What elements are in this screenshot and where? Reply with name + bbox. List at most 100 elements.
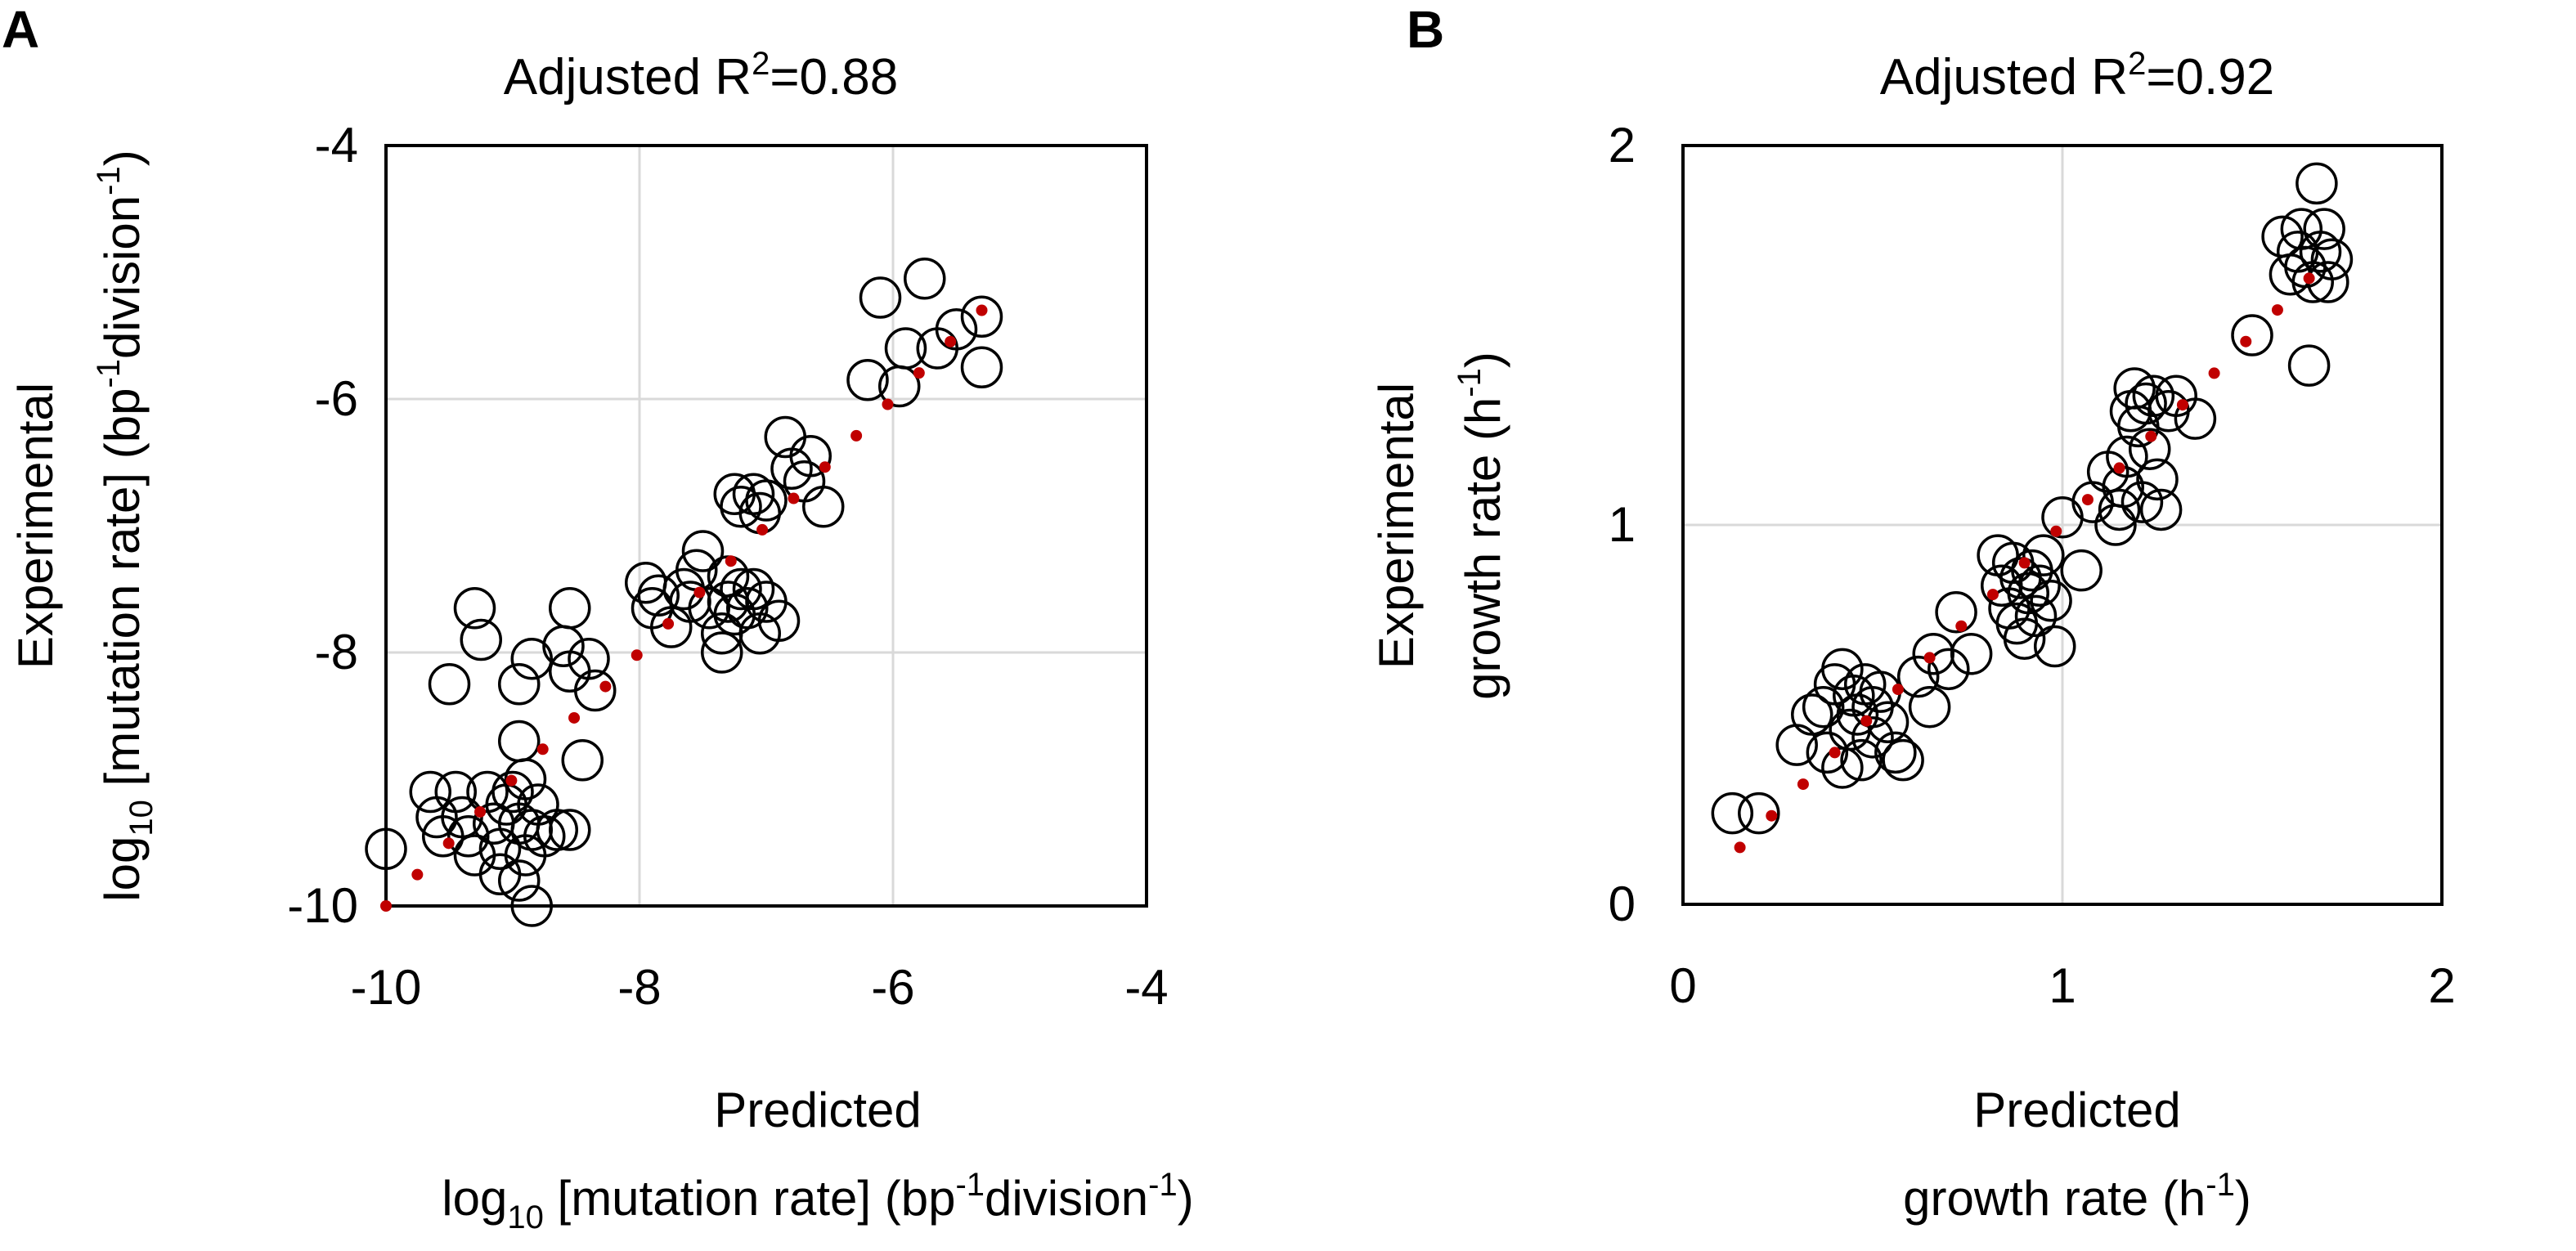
fit-dot-a-1 [411, 868, 424, 881]
fit-dot-a-5 [536, 743, 549, 756]
data-point-a-26 [510, 638, 553, 680]
data-point-b-56 [2139, 488, 2183, 531]
data-point-b-21 [1908, 685, 1951, 729]
fit-dot-a-18 [945, 335, 957, 348]
data-point-b-38 [2030, 580, 2072, 622]
fit-dot-a-0 [380, 900, 392, 912]
data-point-b-72 [2310, 238, 2354, 280]
fit-dot-a-10 [693, 586, 706, 599]
x-tick-b-0: 0 [1669, 958, 1696, 1013]
y-tick-a-1: -8 [315, 625, 358, 679]
data-point-b-5 [1806, 731, 1849, 774]
fit-dot-a-4 [505, 774, 518, 787]
x-axis-label-b-line1: Predicted [1973, 1083, 2180, 1137]
data-point-a-35 [428, 663, 471, 706]
x-axis-label-b-line2: growth rate (h-1) [1903, 1167, 2251, 1226]
data-point-b-19 [1882, 738, 1924, 782]
fit-dot-b-15 [2208, 367, 2220, 379]
data-point-b-12 [1840, 738, 1883, 782]
y-tick-b-0: 0 [1609, 877, 1636, 931]
data-point-a-54 [757, 599, 801, 642]
y-axis-label-a-line2: log10 [mutation rate] (bp-1division-1) [91, 150, 159, 901]
panel-label-b: B [1407, 0, 1444, 59]
fit-dot-b-0 [1734, 841, 1746, 854]
data-point-b-47 [2106, 435, 2148, 478]
y-axis-label-b-line2: growth rate (h-1) [1452, 352, 1510, 700]
plot-frame-b [1681, 144, 2444, 906]
fit-dot-b-13 [2145, 430, 2157, 442]
data-point-a-74 [960, 346, 1003, 388]
data-point-b-14 [1851, 716, 1894, 759]
data-point-b-37 [2022, 534, 2065, 576]
data-point-a-6 [447, 815, 490, 858]
fit-dot-a-8 [631, 649, 643, 661]
fit-dot-a-13 [788, 492, 800, 504]
gridlines-b [1683, 146, 2442, 904]
fit-dot-a-15 [850, 429, 863, 442]
fit-dot-b-18 [2303, 272, 2315, 285]
data-point-b-0 [1711, 791, 1754, 835]
data-point-b-1 [1738, 791, 1780, 835]
data-point-a-64 [789, 435, 832, 478]
data-point-a-30 [574, 669, 617, 712]
data-point-b-55 [2136, 458, 2179, 501]
data-point-b-68 [2296, 162, 2338, 205]
y-tick-b-2: 2 [1609, 118, 1636, 173]
data-points-b [1711, 162, 2354, 854]
fit-dot-b-4 [1860, 715, 1873, 727]
data-point-b-8 [1821, 648, 1864, 691]
data-point-a-67 [859, 276, 902, 319]
fit-dot-a-12 [756, 523, 769, 536]
fit-dot-b-3 [1829, 747, 1841, 759]
data-point-b-35 [2014, 594, 2058, 638]
data-point-b-45 [2098, 488, 2141, 531]
panel-b: B Adjusted R2=0.92 0 1 2 0 1 2 Predicted… [1369, 0, 2456, 1226]
fit-dot-b-5 [1892, 684, 1904, 696]
data-point-b-57 [2147, 390, 2190, 433]
fit-dot-b-17 [2271, 304, 2283, 316]
data-point-a-66 [846, 359, 889, 401]
data-point-b-66 [2287, 344, 2331, 387]
fit-dot-a-3 [474, 805, 487, 818]
x-axis-label-a-line1: Predicted [714, 1083, 921, 1137]
fit-dot-a-14 [819, 461, 831, 473]
data-point-b-20 [1896, 655, 1940, 698]
fit-dot-b-10 [2050, 525, 2062, 537]
data-point-b-60 [2231, 314, 2273, 356]
data-point-b-33 [2007, 572, 2049, 615]
data-point-a-65 [802, 486, 845, 528]
fit-dot-a-6 [568, 711, 581, 724]
data-point-a-57 [720, 486, 762, 528]
data-point-a-27 [549, 587, 591, 630]
data-point-a-36 [625, 562, 667, 604]
data-point-a-72 [935, 308, 978, 351]
fit-dot-b-1 [1766, 809, 1778, 822]
data-point-b-69 [2299, 231, 2342, 273]
fit-dot-b-7 [1955, 620, 1968, 632]
data-point-b-51 [2120, 481, 2164, 523]
plot-area-b [1681, 144, 2444, 906]
data-point-a-34 [460, 618, 502, 661]
x-tick-labels-b: 0 1 2 [1669, 958, 2455, 1013]
data-points-a [365, 258, 1003, 927]
y-tick-labels-a: -10 -8 -6 -4 [287, 118, 358, 933]
data-point-a-60 [745, 479, 788, 522]
x-tick-a-1: -8 [617, 960, 661, 1015]
data-point-a-28 [542, 625, 585, 667]
fit-dot-b-14 [2176, 399, 2188, 411]
data-point-b-70 [2303, 208, 2345, 250]
data-point-a-24 [498, 720, 541, 763]
data-point-a-1 [409, 770, 451, 814]
data-point-a-31 [568, 638, 610, 680]
data-point-a-32 [561, 739, 604, 782]
data-point-a-51 [732, 567, 775, 611]
x-tick-b-1: 1 [2049, 958, 2076, 1013]
data-point-a-0 [365, 827, 407, 870]
data-point-a-70 [904, 258, 946, 300]
data-point-b-36 [2018, 564, 2061, 607]
x-tick-a-0: -10 [351, 960, 422, 1015]
x-tick-a-2: -6 [871, 960, 914, 1015]
data-point-b-25 [1950, 633, 1993, 675]
fit-dot-b-16 [2240, 335, 2252, 348]
